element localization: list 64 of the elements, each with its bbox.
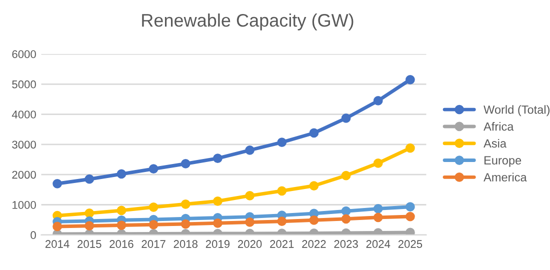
point	[373, 212, 383, 222]
point	[373, 204, 383, 214]
x-tick-label: 2016	[110, 240, 134, 248]
point	[309, 215, 319, 225]
point	[245, 191, 254, 200]
x-tick-label: 2014	[45, 240, 70, 248]
y-tick-label: 2000	[12, 170, 36, 179]
point	[309, 128, 319, 138]
y-tick-label: 6000	[12, 50, 36, 58]
y-tick-label: 3000	[12, 140, 36, 149]
point	[84, 221, 94, 231]
x-tick-label: 2019	[206, 240, 230, 248]
point	[116, 169, 126, 179]
x-tick-label: 2023	[334, 240, 358, 248]
legend-label: World (Total)	[484, 105, 550, 116]
point	[309, 181, 319, 190]
x-tick-label: 2022	[302, 240, 326, 248]
point	[406, 212, 415, 222]
x-tick-label: 2025	[398, 240, 422, 248]
chart-title: Renewable Capacity (GW)	[142, 14, 354, 30]
legend-label: Europe	[484, 156, 522, 167]
point	[52, 222, 62, 232]
point	[116, 220, 126, 230]
point	[406, 202, 415, 212]
point	[213, 196, 222, 206]
point	[245, 145, 254, 155]
point	[84, 208, 94, 218]
point	[148, 164, 158, 174]
x-tick-label: 2015	[78, 240, 102, 248]
point	[180, 159, 190, 168]
point	[277, 186, 287, 196]
point	[406, 74, 415, 84]
point	[245, 218, 254, 227]
point	[406, 228, 415, 235]
point	[116, 206, 126, 216]
y-tick-label: 1000	[12, 201, 36, 209]
point	[52, 178, 62, 188]
point	[84, 174, 94, 184]
point	[277, 216, 287, 226]
point	[406, 143, 415, 153]
point	[341, 114, 351, 123]
x-tick-label: 2024	[366, 240, 390, 248]
point	[373, 96, 383, 106]
point	[373, 158, 383, 168]
y-tick-label: 4000	[12, 110, 36, 118]
x-tick-label: 2018	[174, 240, 198, 248]
point	[180, 199, 190, 209]
y-tick-label: 0	[30, 231, 36, 240]
y-tick-label: 5000	[12, 80, 36, 88]
point	[180, 219, 190, 229]
point	[148, 220, 158, 230]
point	[213, 218, 222, 228]
point	[341, 214, 351, 224]
legend-label: Asia	[484, 138, 506, 148]
point	[341, 170, 351, 180]
legend-label: America	[484, 172, 527, 182]
point	[213, 154, 222, 164]
point	[277, 138, 287, 148]
point	[148, 202, 158, 212]
legend-label: Africa	[484, 122, 514, 131]
x-tick-label: 2017	[142, 240, 166, 248]
x-tick-label: 2021	[270, 240, 294, 248]
point	[341, 206, 351, 216]
x-tick-label: 2020	[238, 240, 262, 248]
